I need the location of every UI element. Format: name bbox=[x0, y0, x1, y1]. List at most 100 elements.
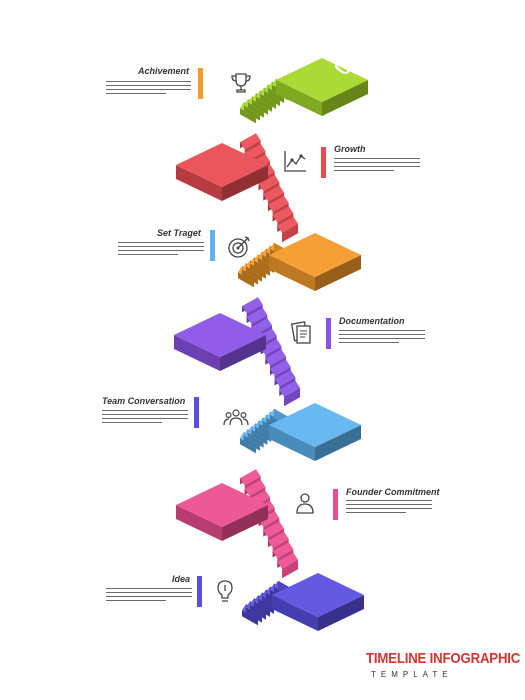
step-05-number: 05 bbox=[377, 196, 414, 222]
flight-2-step-5-tread bbox=[258, 510, 280, 528]
step-06-number: 06 bbox=[256, 122, 293, 148]
growth-chart-icon bbox=[282, 148, 308, 174]
platform-03-left-face bbox=[269, 425, 315, 461]
person-icon bbox=[292, 490, 318, 516]
flight-2-step-7-tread bbox=[268, 531, 289, 548]
flight-5-step-4-riser bbox=[250, 263, 266, 279]
platform-01-left-face bbox=[272, 595, 318, 631]
platform-03-right-face bbox=[315, 425, 361, 461]
flight-7-step-7-riser bbox=[264, 90, 280, 106]
platform-02-top-face bbox=[176, 483, 268, 527]
step-03-color-bar bbox=[194, 397, 199, 428]
flight-5-step-5-riser bbox=[254, 260, 270, 276]
flight-3-step-1-riser bbox=[240, 438, 256, 454]
flight-4-step-9-side bbox=[284, 387, 300, 407]
flight-4-step-6-tread bbox=[265, 349, 286, 366]
step-07-label: Achivement bbox=[138, 66, 190, 76]
platform-05-left-face bbox=[269, 255, 315, 291]
step-04-label: Documentation bbox=[339, 316, 405, 326]
flight-3-step-3-riser bbox=[247, 432, 264, 448]
step-06-color-bar bbox=[321, 147, 326, 178]
step-04-description-lines bbox=[339, 330, 425, 346]
platform-06-right-face bbox=[222, 165, 268, 201]
flight-2-step-1-tread bbox=[240, 469, 261, 486]
flight-4-step-7-tread bbox=[270, 359, 291, 376]
platform-06-top-face bbox=[176, 143, 268, 187]
platform-02-right-face bbox=[222, 505, 268, 541]
trophy-icon bbox=[228, 70, 254, 96]
flight-1-step-4-riser bbox=[254, 601, 270, 617]
step-04-color-bar bbox=[326, 318, 331, 349]
step-05-label: Set Traget bbox=[157, 228, 201, 238]
step-02-label: Founder Commitment bbox=[346, 487, 440, 497]
flight-5-step-1-riser bbox=[238, 272, 254, 288]
flight-6-step-1-tread bbox=[240, 133, 261, 150]
flight-6-step-6-tread bbox=[263, 185, 284, 202]
team-icon bbox=[223, 404, 249, 430]
flight-4-step-1-tread bbox=[242, 297, 263, 314]
step-01-label: Idea bbox=[172, 574, 191, 584]
flight-5-step-3-riser bbox=[246, 266, 262, 282]
footer-subtitle: TEMPLATE bbox=[371, 670, 453, 679]
step-01-color-bar bbox=[197, 576, 202, 607]
step-01-number: 01 bbox=[487, 474, 524, 500]
platform-04-left-face bbox=[174, 335, 220, 371]
flight-7-step-8-riser bbox=[268, 87, 284, 103]
flight-6-step-2-tread bbox=[244, 143, 266, 160]
platform-02-left-face bbox=[176, 505, 222, 541]
flight-7-step-1-riser bbox=[240, 108, 256, 124]
step-06-description-lines bbox=[334, 158, 420, 174]
platform-04-right-face bbox=[220, 335, 266, 371]
flight-7-step-2-riser bbox=[244, 105, 260, 121]
flight-1-step-1-riser bbox=[242, 610, 258, 626]
step-06-label: Growth bbox=[334, 144, 366, 154]
step-03-description-lines bbox=[102, 410, 188, 426]
flight-3-step-4-riser bbox=[251, 429, 268, 445]
flight-1-step-3-riser bbox=[250, 604, 266, 620]
flight-4-step-2-tread bbox=[246, 307, 268, 324]
flight-4-step-5-tread bbox=[260, 338, 282, 356]
lightbulb-icon bbox=[212, 578, 238, 604]
flight-7-step-4-riser bbox=[252, 99, 268, 115]
flight-6-step-9-side bbox=[282, 223, 298, 243]
documents-icon bbox=[288, 320, 314, 346]
flight-5-step-2-riser bbox=[242, 269, 258, 285]
platform-07-top-face bbox=[276, 58, 368, 102]
flight-6-step-7-tread bbox=[268, 195, 289, 212]
platform-07-right-face bbox=[322, 80, 368, 116]
flight-2-step-9-tread bbox=[277, 552, 298, 569]
platform-05-right-face bbox=[315, 255, 361, 291]
step-05-color-bar bbox=[210, 230, 215, 261]
flight-7-step-3-riser bbox=[248, 102, 264, 118]
platform-03-top-face bbox=[269, 403, 361, 447]
step-05-description-lines bbox=[118, 242, 204, 258]
step-07-color-bar bbox=[198, 68, 203, 99]
step-03-label: Team Conversation bbox=[102, 396, 186, 406]
flight-1-step-5-riser bbox=[258, 598, 274, 614]
flight-4-step-9-tread bbox=[279, 380, 300, 397]
step-03-number: 03 bbox=[431, 335, 468, 361]
flight-2-step-8-tread bbox=[272, 542, 294, 559]
flight-3-step-2-riser bbox=[243, 435, 260, 451]
platform-01-right-face bbox=[318, 595, 364, 631]
flight-6-step-9-tread bbox=[277, 216, 298, 233]
step-01-description-lines bbox=[106, 588, 192, 604]
flight-2-step-2-tread bbox=[244, 479, 266, 496]
platform-06-left-face bbox=[176, 165, 222, 201]
platform-05-top-face bbox=[269, 233, 361, 277]
step-02-color-bar bbox=[333, 489, 338, 520]
flight-1-step-2-riser bbox=[246, 607, 262, 623]
flight-7-step-5-riser bbox=[256, 96, 272, 112]
step-02-description-lines bbox=[346, 500, 432, 516]
flight-2-step-6-tread bbox=[263, 521, 284, 538]
platform-07-left-face bbox=[276, 80, 322, 116]
step-02-number: 02 bbox=[363, 400, 400, 426]
flight-4-step-8-tread bbox=[274, 370, 296, 387]
flight-6-step-8-tread bbox=[272, 206, 294, 223]
flight-4-step-3-tread bbox=[251, 318, 272, 335]
platform-01-top-face bbox=[272, 573, 364, 617]
flight-7-step-6-riser bbox=[260, 93, 276, 109]
flight-6-step-5-tread bbox=[258, 174, 280, 192]
platform-04-top-face bbox=[174, 313, 266, 357]
